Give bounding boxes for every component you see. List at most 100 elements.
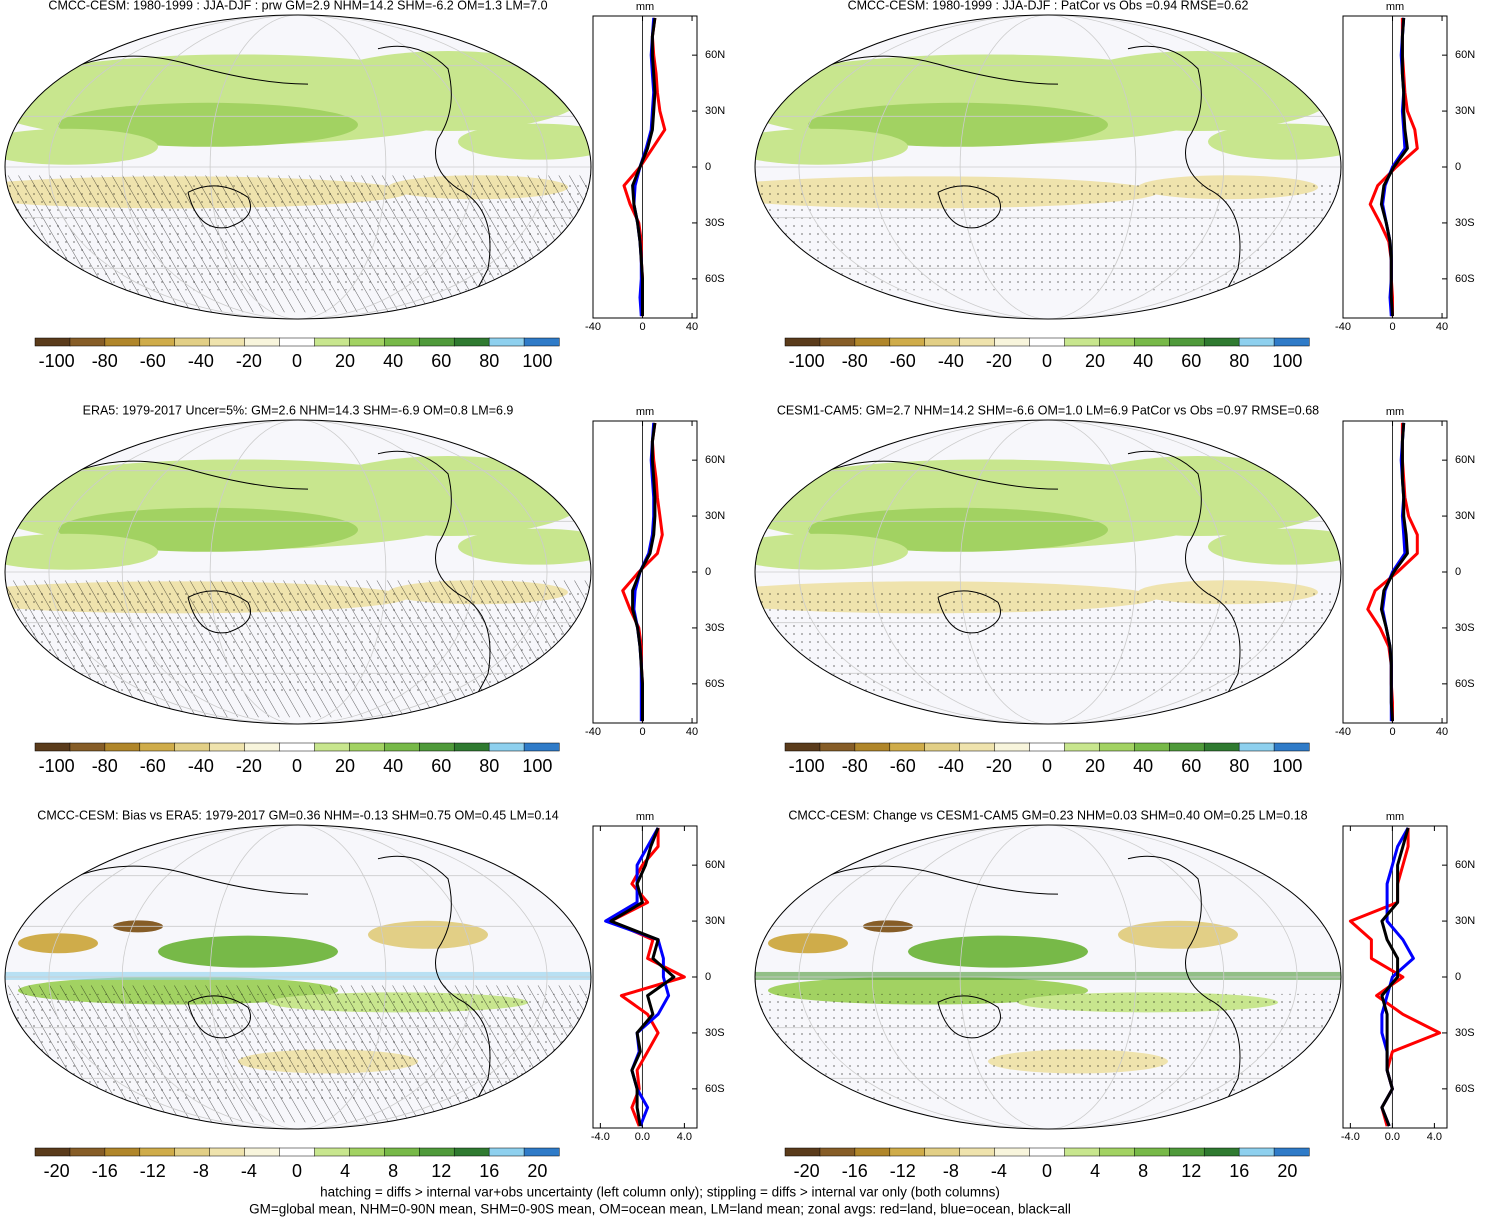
x-tick-label: 0: [639, 726, 645, 738]
colorbar-swatch: [1064, 337, 1100, 347]
meridian: [209, 15, 387, 319]
colorbar-label: 20: [335, 351, 355, 371]
meridian: [209, 825, 387, 1129]
y-tick-label: 30S: [1455, 622, 1475, 634]
meridian: [48, 420, 548, 724]
colorbar-label: -4: [991, 1161, 1007, 1181]
colorbar-swatch: [419, 1147, 455, 1157]
shade: [368, 920, 488, 949]
zonal-frame: [592, 420, 698, 724]
y-tick-label: 0: [705, 161, 711, 173]
x-tick-label: 40: [1436, 321, 1448, 333]
colorbar-swatch: [854, 337, 891, 347]
x-tick-label: 4.0: [677, 1131, 692, 1143]
shade: [5, 533, 158, 570]
colorbar-label: 0: [1042, 756, 1052, 776]
stippling: [5, 993, 591, 1101]
colorbar-label: 0: [1042, 1161, 1052, 1181]
colorbar-swatch: [1099, 1147, 1135, 1157]
y-tick-label: 30N: [705, 915, 725, 927]
panel-title: ERA5: 1979-2017 Uncer=5%: GM=2.6 NHM=14.…: [83, 403, 514, 417]
y-tick-label: 30N: [705, 510, 725, 522]
x-tick-label: -4.0: [1341, 1131, 1360, 1143]
y-tick-label: 30S: [705, 217, 725, 229]
panel-title: CESM1-CAM5: GM=2.7 NHM=14.2 SHM=-6.6 OM=…: [777, 403, 1319, 417]
colorbar-swatch: [488, 337, 525, 347]
meridian: [871, 15, 1225, 319]
colorbar-label: -20: [794, 1161, 820, 1181]
colorbar-label: -80: [92, 351, 118, 371]
colorbar-label: 100: [1272, 756, 1302, 776]
colorbar-swatch: [349, 337, 385, 347]
y-tick-label: 30N: [1455, 510, 1475, 522]
y-tick-label: 0: [1455, 971, 1461, 983]
x-tick-label: 40: [1436, 726, 1448, 738]
colorbar-label: 12: [1181, 1161, 1201, 1181]
colorbar-swatch: [1238, 337, 1275, 347]
colorbar-label: -20: [236, 756, 262, 776]
colorbar-label: 0: [1042, 351, 1052, 371]
colorbar-swatch: [453, 337, 490, 347]
colorbar-label: 4: [1090, 1161, 1100, 1181]
zonal-line: [609, 827, 676, 1127]
colorbar-swatch: [314, 337, 350, 347]
colorbar-swatch: [453, 742, 490, 752]
colorbar-label: -60: [140, 351, 166, 371]
colorbar-swatch: [784, 742, 821, 752]
zonal-line: [1379, 17, 1409, 317]
y-tick-label: 0: [1455, 566, 1461, 578]
colorbar-swatch: [34, 337, 71, 347]
colorbar-label: -16: [842, 1161, 868, 1181]
meridian: [959, 825, 1137, 1129]
colorbar-label: 80: [479, 756, 499, 776]
colorbar-swatch: [34, 1147, 71, 1157]
y-tick-label: 0: [705, 971, 711, 983]
map: [755, 825, 1341, 1129]
colorbar-swatch: [523, 337, 560, 347]
colorbar-swatch: [488, 742, 525, 752]
x-tick-label: 0: [639, 321, 645, 333]
colorbar-label: 20: [527, 1161, 547, 1181]
colorbar-label: 16: [1229, 1161, 1249, 1181]
x-tick-label: 0: [1389, 321, 1395, 333]
y-tick-label: 30S: [705, 1027, 725, 1039]
colorbar-swatch: [1064, 742, 1100, 752]
colorbar-label: 12: [431, 1161, 451, 1181]
colorbar-swatch: [384, 337, 420, 347]
colorbar-label: 40: [1133, 351, 1153, 371]
x-axis-unit: mm: [1386, 1, 1404, 13]
meridian: [209, 420, 387, 724]
y-tick-label: 30S: [1455, 1027, 1475, 1039]
y-tick-label: 0: [705, 566, 711, 578]
colorbar-swatch: [994, 337, 1031, 347]
colorbar-swatch: [1238, 1147, 1275, 1157]
shade: [755, 128, 908, 165]
meridian: [798, 825, 1298, 1129]
colorbar-label: 60: [431, 756, 451, 776]
panel-title: CMCC-CESM: 1980-1999 : JJA-DJF : prw GM=…: [48, 0, 547, 12]
colorbar-swatch: [104, 1147, 141, 1157]
shade: [458, 123, 591, 160]
colorbar-swatch: [279, 337, 316, 347]
colorbar-label: -100: [789, 756, 825, 776]
colorbar-label: 20: [1085, 756, 1105, 776]
shade: [308, 456, 588, 536]
x-tick-label: -40: [1335, 321, 1351, 333]
y-tick-label: 60S: [1455, 1083, 1475, 1095]
zonal-line: [631, 422, 657, 722]
map: [755, 15, 1341, 319]
x-tick-label: 40: [686, 726, 698, 738]
shade: [755, 533, 908, 570]
colorbar-swatch: [1029, 1147, 1066, 1157]
colorbar-label: 60: [1181, 351, 1201, 371]
colorbar-swatch: [314, 1147, 350, 1157]
x-tick-label: 0.0: [1385, 1131, 1400, 1143]
colorbar-swatch: [453, 1147, 490, 1157]
shade: [308, 51, 588, 131]
shade: [458, 528, 591, 565]
colorbar-label: -100: [39, 351, 75, 371]
colorbar-label: -8: [943, 1161, 959, 1181]
y-tick-label: 0: [1455, 161, 1461, 173]
stippling: [5, 183, 591, 291]
colorbar-swatch: [1203, 742, 1240, 752]
